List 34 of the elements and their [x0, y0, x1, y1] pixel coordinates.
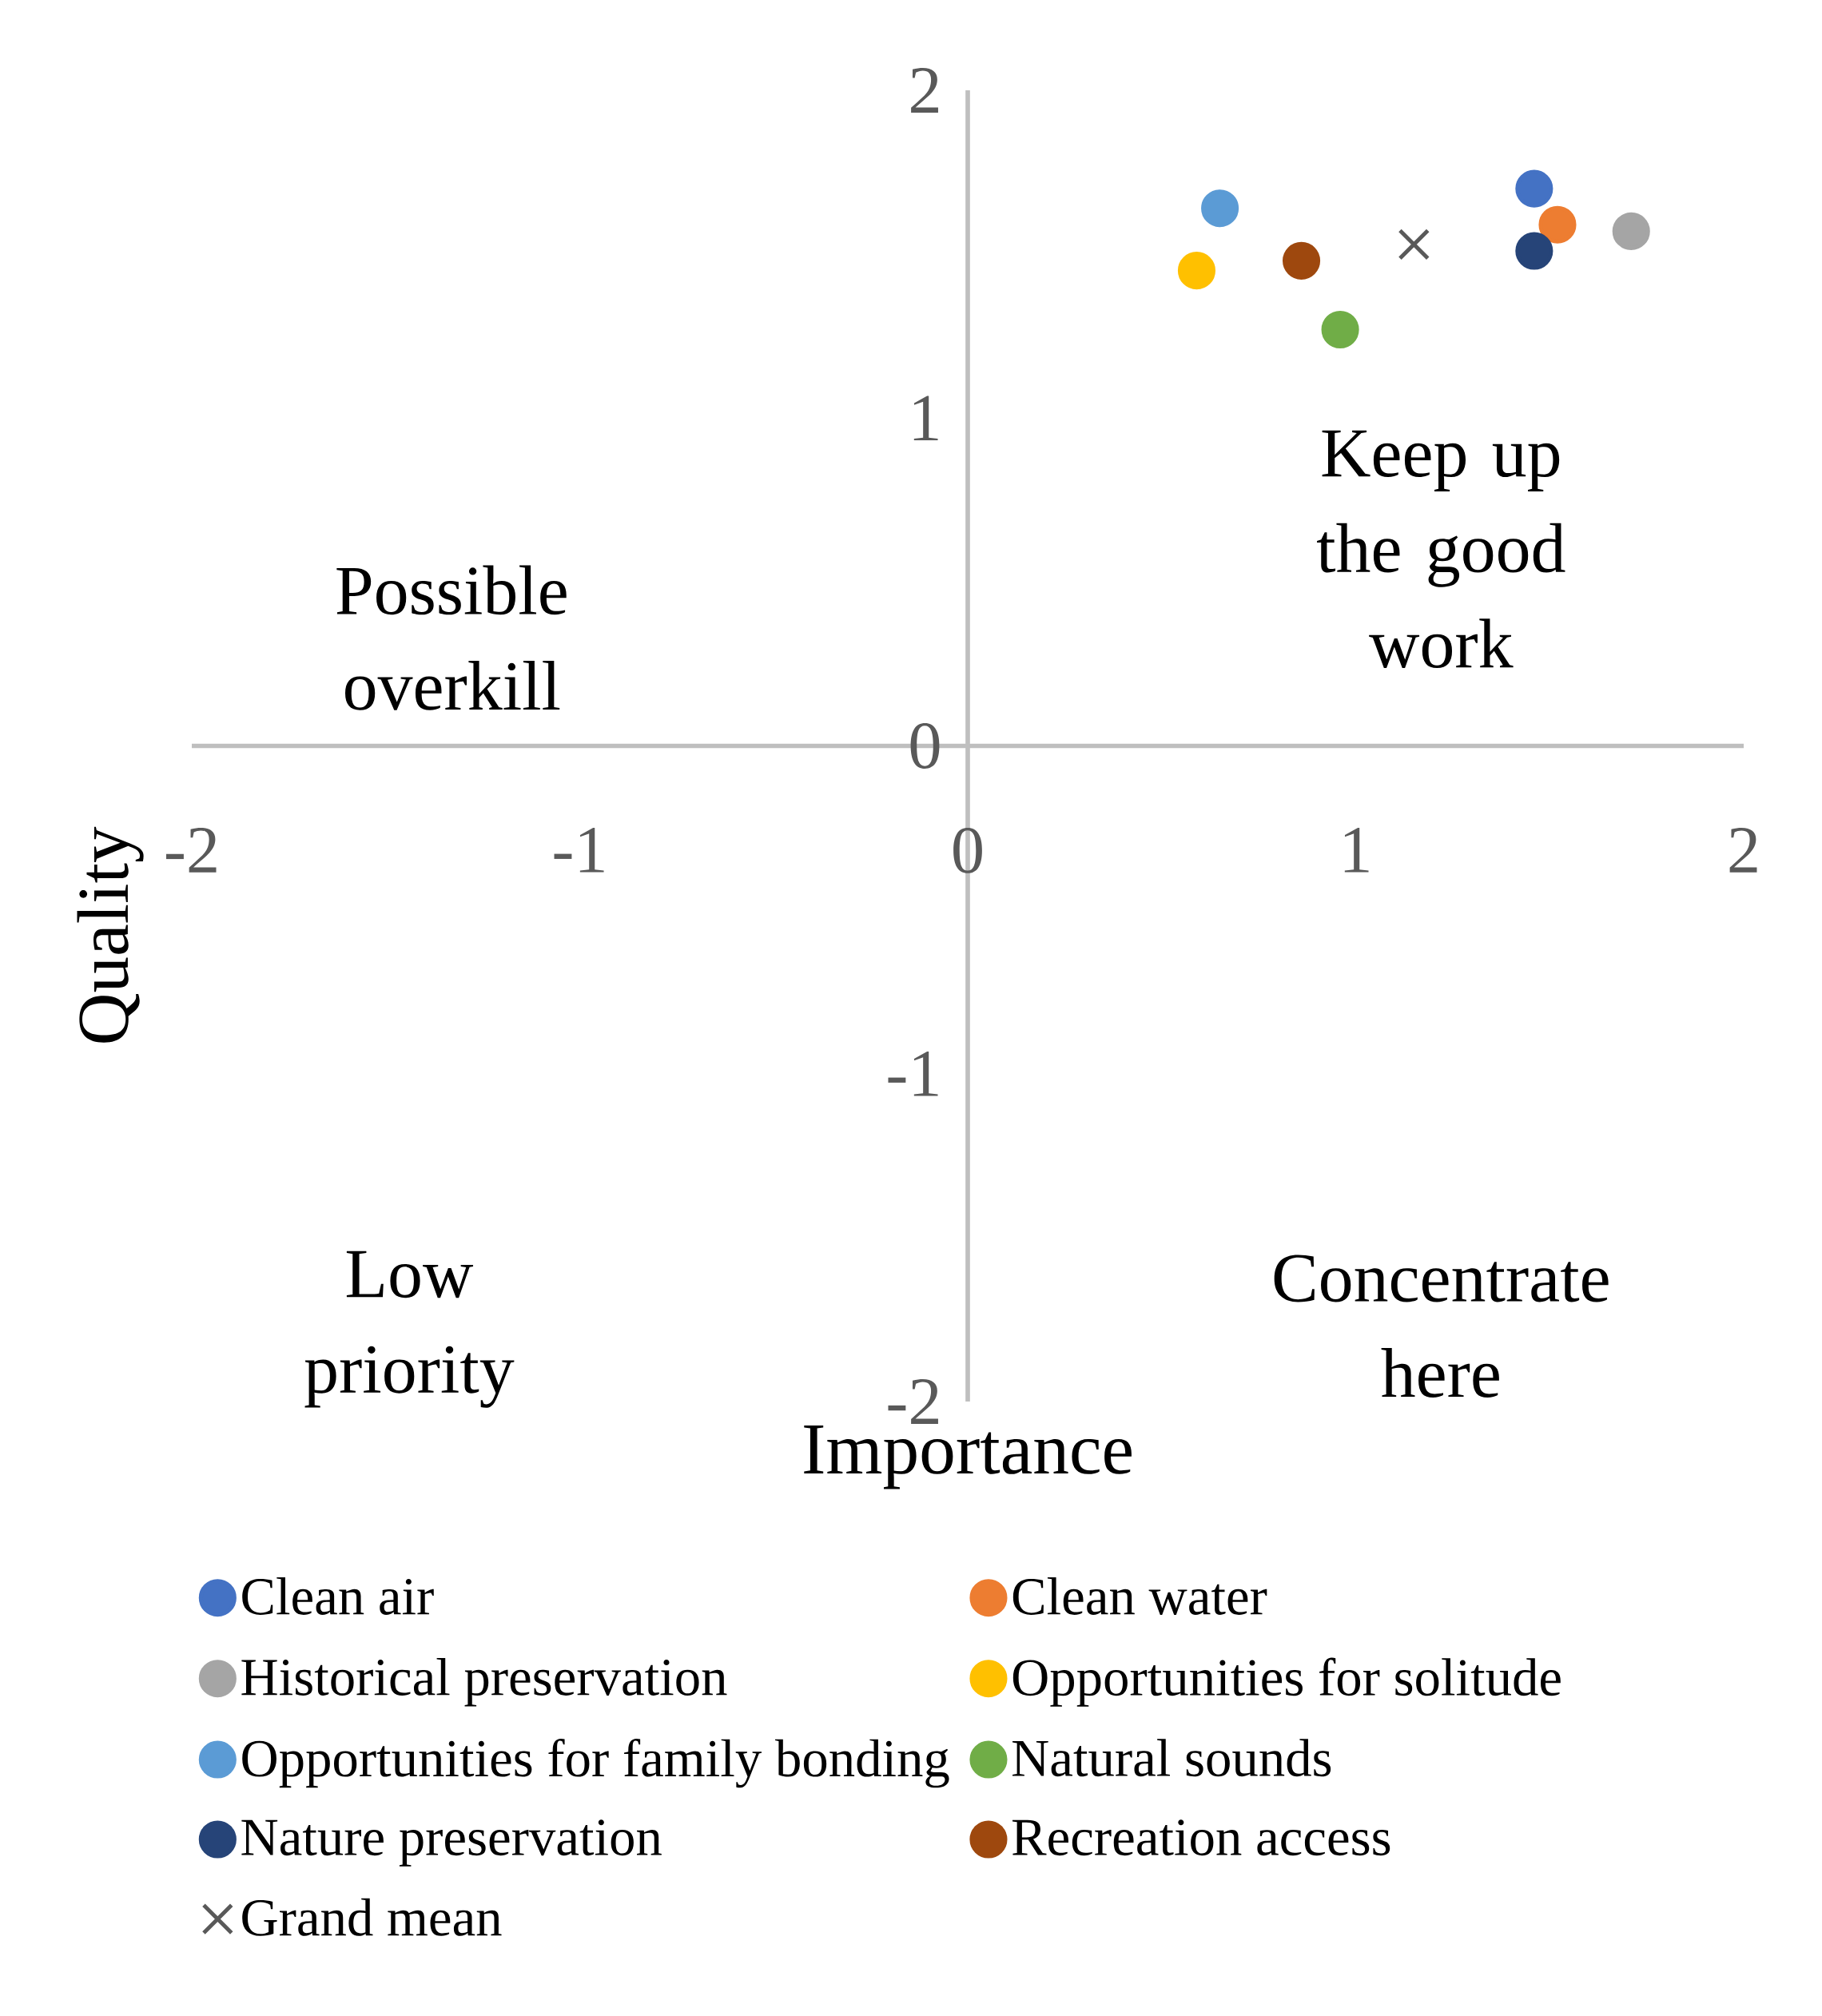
annotation: Keep up the good work — [1317, 430, 1565, 669]
y-tick-label: -1 — [888, 1051, 938, 1096]
legend-label: Historical preservation — [241, 1657, 727, 1707]
point — [1177, 252, 1215, 290]
point — [1201, 189, 1239, 228]
y-tick-label: 0 — [910, 723, 940, 769]
legend-label: Nature preservation — [241, 1819, 662, 1867]
point — [1398, 228, 1430, 260]
point — [1282, 241, 1321, 280]
annotation: Concentrate here — [1274, 1255, 1609, 1398]
legend-label: Opportunities for family bonding — [242, 1738, 949, 1788]
legend-label: Grand mean — [242, 1898, 502, 1936]
x-tick-label: 2 — [1729, 827, 1757, 873]
legend-label: Recreation access — [1012, 1819, 1390, 1856]
y-tick-label: 2 — [911, 68, 938, 113]
x-tick-label: -2 — [166, 827, 217, 873]
legend-label: Clean water — [1012, 1577, 1267, 1615]
point — [1515, 169, 1553, 208]
y-axis-title: Quality — [77, 826, 144, 1043]
legend-label: Clean air — [242, 1577, 434, 1615]
y-tick-label: -2 — [888, 1379, 938, 1424]
annotation: Low priority — [304, 1251, 515, 1408]
point — [1321, 310, 1359, 349]
x-tick-label: -1 — [554, 827, 604, 873]
point — [1515, 232, 1553, 270]
x-tick-label: 1 — [1344, 827, 1369, 873]
x-axis-title: Importance — [804, 1426, 1132, 1489]
x-tick-label: 0 — [953, 827, 982, 873]
y-tick-label: 1 — [913, 396, 938, 441]
annotation: Possible overkill — [336, 565, 567, 710]
point — [1612, 212, 1650, 250]
legend-label: Opportunities for solitude — [1012, 1657, 1561, 1707]
legend-label: Natural sounds — [1012, 1739, 1331, 1777]
point — [1538, 205, 1577, 244]
